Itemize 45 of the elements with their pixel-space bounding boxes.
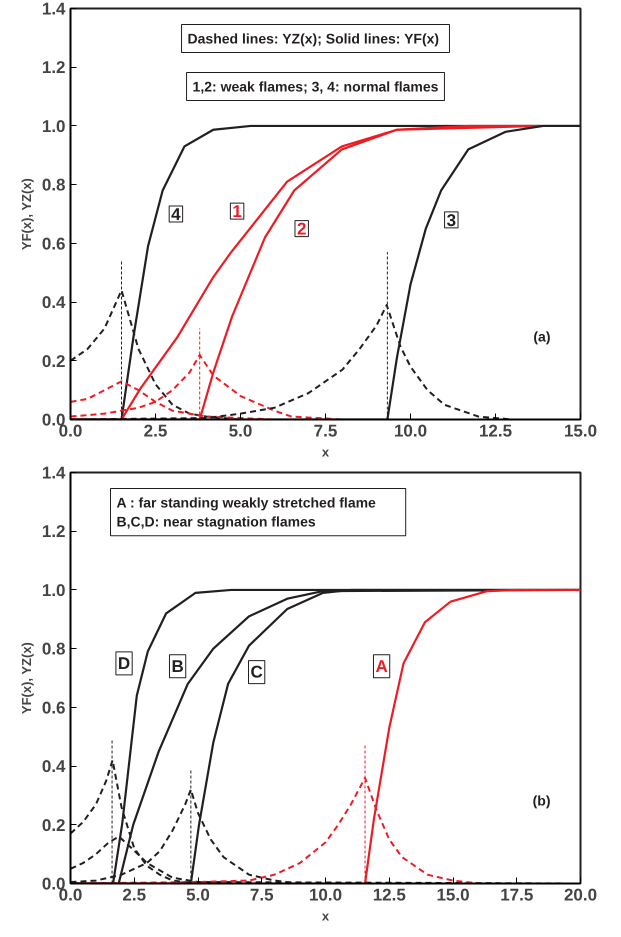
y-axis-title: YF(x), YZ(x) [18,178,34,250]
y-tick-label: 1.0 [42,580,66,600]
annotation: A : far standing weakly stretched flame B,C,D: near stagnation flames [116,494,376,530]
y-tick-label: 0.4 [42,757,66,776]
annotation: 4 [171,205,182,224]
x-axis-title: x [322,908,330,924]
annotation: Dashed lines: YZ(x); Solid lines: YF(x) [188,30,440,46]
x-tick-label: 2.5 [144,422,168,440]
y-tick-label: 0.8 [42,640,66,659]
annotation: D [118,654,130,673]
annotation: 2 [296,220,306,239]
x-tick-label: 10.0 [394,422,428,440]
x-tick-label: 12.5 [478,422,512,440]
y-tick-label: 1.4 [42,0,66,18]
x-tick-label: 7.5 [314,422,338,440]
y-tick-label: 0.6 [42,234,66,254]
y-axis-title: YF(x), YZ(x) [18,642,34,714]
annotation: C [250,662,263,682]
x-axis-title: x [322,444,330,460]
annotation: 1 [232,202,242,222]
annotation: (b) [532,792,551,808]
x-tick-label: 12.5 [372,886,406,904]
x-tick-label: 5.0 [186,886,210,904]
x-tick-label: 10.0 [308,886,342,904]
x-tick-label: 15.0 [564,422,598,440]
x-tick-label: 15.0 [436,886,470,904]
x-tick-label: 17.5 [500,886,534,904]
y-tick-label: 0.6 [42,698,66,718]
x-tick-label: 7.5 [250,886,274,904]
y-tick-label: 0.2 [42,352,66,371]
x-tick-label: 2.5 [122,886,146,904]
y-tick-label: 1.2 [42,58,66,78]
y-tick-label: 1.2 [42,522,66,542]
x-tick-label: 20.0 [564,886,598,904]
annotation: 1,2: weak flames; 3, 4: normal flames [192,78,439,94]
y-tick-label: 1.4 [42,464,66,482]
y-tick-label: 0.2 [42,816,66,835]
annotation: (a) [533,328,551,344]
annotation: A [375,656,388,676]
annotation: B [171,656,184,676]
annotation: 3 [446,210,456,230]
y-tick-label: 1.0 [42,116,66,136]
y-tick-label: 0.8 [42,176,66,195]
y-tick-label: 0.4 [42,293,66,312]
x-tick-label: 5.0 [228,422,252,440]
